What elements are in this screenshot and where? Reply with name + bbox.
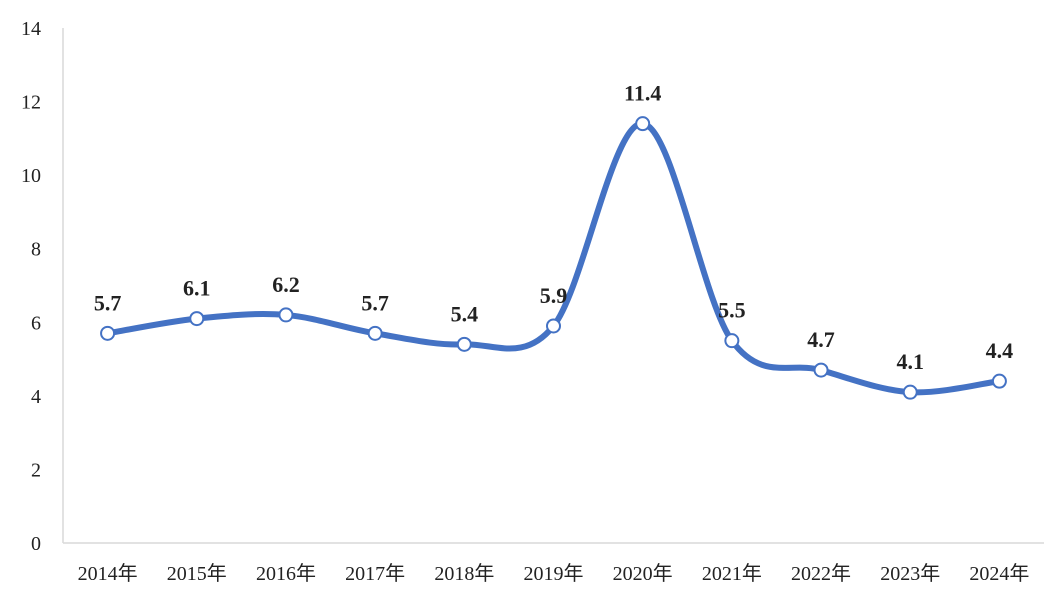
data-label: 5.7 <box>361 290 389 315</box>
x-tick-label: 2014年 <box>78 562 138 585</box>
x-tick-label: 2023年 <box>880 562 940 585</box>
data-labels: 5.7 6.1 6.2 5.7 5.4 5.9 11.4 5.5 4.7 4.1 4.4 <box>94 81 1013 375</box>
data-point <box>813 362 829 378</box>
y-tick-label: 4 <box>31 386 41 408</box>
data-point <box>991 373 1007 389</box>
x-tick-labels: 2014年 2015年 2016年 2017年 2018年 2019年 2020年 2021年… <box>78 562 1030 585</box>
data-label: 6.2 <box>272 272 300 297</box>
y-tick-label: 0 <box>31 533 41 555</box>
y-tick-label: 10 <box>21 165 41 187</box>
data-point <box>278 307 294 323</box>
x-tick-label: 2020年 <box>613 562 673 585</box>
data-label: 11.4 <box>624 81 661 106</box>
x-tick-label: 2019年 <box>524 562 584 585</box>
data-point <box>367 325 383 341</box>
data-label: 5.7 <box>94 290 122 315</box>
y-tick-label: 8 <box>31 239 41 261</box>
x-tick-label: 2024年 <box>969 562 1029 585</box>
data-point <box>902 384 918 400</box>
y-tick-label: 12 <box>21 92 41 114</box>
y-tick-label: 6 <box>31 312 41 334</box>
data-label: 4.1 <box>896 349 924 374</box>
series <box>104 120 1003 396</box>
data-point <box>456 336 472 352</box>
x-tick-label: 2016年 <box>256 562 316 585</box>
data-point <box>546 318 561 334</box>
series-line <box>104 120 1003 396</box>
data-point <box>100 325 116 341</box>
x-tick-label: 2015年 <box>167 562 227 585</box>
data-point <box>189 311 205 327</box>
data-point <box>724 333 740 349</box>
data-label: 5.4 <box>451 301 479 326</box>
data-label: 4.7 <box>807 327 835 352</box>
y-tick-label: 14 <box>21 18 41 40</box>
data-point <box>635 116 651 132</box>
data-label: 5.9 <box>540 283 568 308</box>
x-tick-label: 2017年 <box>345 562 405 585</box>
data-label: 5.5 <box>718 298 746 323</box>
data-label: 6.1 <box>183 276 211 301</box>
data-label: 4.4 <box>986 338 1014 363</box>
y-tick-labels: 0 2 4 6 8 10 12 14 <box>21 18 41 555</box>
x-tick-label: 2021年 <box>702 562 762 585</box>
y-tick-label: 2 <box>31 459 41 481</box>
data-points <box>100 116 1007 400</box>
x-tick-label: 2018年 <box>434 562 494 585</box>
x-tick-label: 2022年 <box>791 562 851 585</box>
